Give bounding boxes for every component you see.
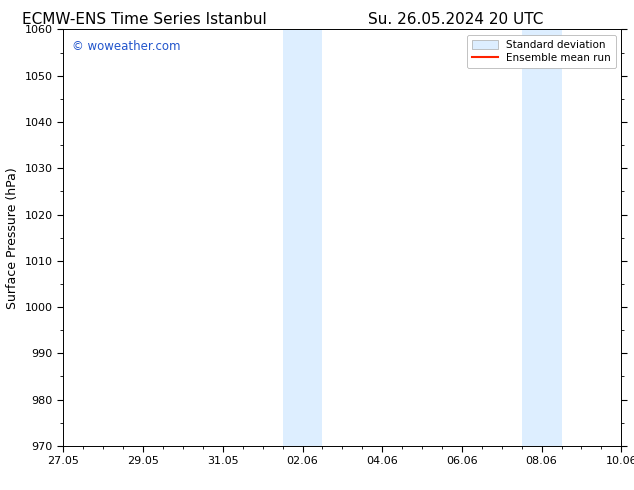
Bar (522, 29, 541, 446)
Bar (283, 29, 302, 446)
Bar (302, 29, 323, 446)
Y-axis label: Surface Pressure (hPa): Surface Pressure (hPa) (6, 167, 19, 309)
Bar (541, 29, 562, 446)
Legend: Standard deviation, Ensemble mean run: Standard deviation, Ensemble mean run (467, 35, 616, 68)
Text: ECMW-ENS Time Series Istanbul: ECMW-ENS Time Series Istanbul (22, 12, 266, 27)
Text: © woweather.com: © woweather.com (72, 40, 180, 53)
Text: Su. 26.05.2024 20 UTC: Su. 26.05.2024 20 UTC (368, 12, 543, 27)
